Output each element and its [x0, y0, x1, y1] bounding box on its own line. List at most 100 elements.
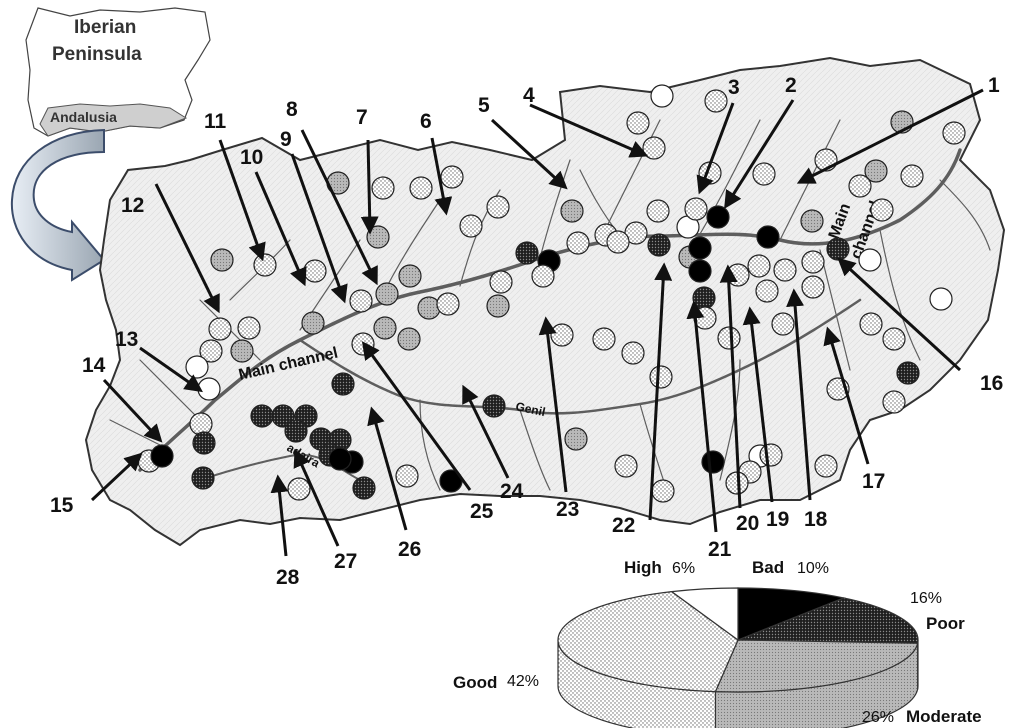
site-good	[773, 258, 797, 282]
site-good	[253, 253, 277, 277]
site-number-7: 7	[356, 106, 368, 129]
site-good	[870, 198, 894, 222]
site-good	[814, 454, 838, 478]
site-moderate	[417, 296, 441, 320]
site-good	[440, 165, 464, 189]
site-8-arrow	[300, 129, 378, 286]
site-good	[199, 339, 223, 363]
site-moderate	[800, 209, 824, 233]
site-2-arrow	[724, 99, 795, 210]
site-good	[606, 230, 630, 254]
site-good	[755, 279, 779, 303]
site-good	[900, 164, 924, 188]
site-number-23: 23	[556, 498, 579, 521]
pie-pct-poor: 16%	[910, 590, 942, 607]
site-1-arrow	[796, 88, 984, 184]
site-good	[642, 136, 666, 160]
site-23-arrow	[538, 316, 568, 493]
site-poor	[284, 419, 308, 443]
site-good	[759, 443, 783, 467]
site-number-9: 9	[280, 128, 292, 151]
site-bad	[688, 236, 712, 260]
site-number-22: 22	[612, 514, 635, 537]
site-good	[771, 312, 795, 336]
site-good	[592, 327, 616, 351]
inset-title-line2: Peninsula	[52, 44, 142, 65]
site-number-13: 13	[115, 328, 138, 351]
site-10-arrow	[254, 171, 307, 287]
site-good	[189, 412, 213, 436]
site-7-arrow	[360, 139, 379, 235]
site-24-arrow	[462, 384, 510, 479]
site-12-arrow	[154, 183, 220, 314]
site-18-arrow	[786, 288, 812, 501]
site-good	[882, 327, 906, 351]
pie-label-poor: Poor	[926, 614, 965, 633]
site-high	[929, 287, 953, 311]
site-bad	[701, 450, 725, 474]
genil-river	[298, 298, 862, 415]
pie-slice-high	[670, 587, 739, 642]
site-number-19: 19	[766, 508, 789, 531]
pie-slice-bad	[737, 587, 846, 641]
inset-title-line1: Iberian	[74, 17, 136, 38]
site-good	[859, 312, 883, 336]
site-good	[626, 111, 650, 135]
guadalquivir-basin	[84, 56, 1006, 547]
site-bad	[150, 444, 174, 468]
site-number-6: 6	[420, 110, 432, 133]
site-good	[614, 454, 638, 478]
site-good	[489, 270, 513, 294]
pie-pct-high: 6%	[672, 560, 695, 577]
site-number-28: 28	[276, 566, 300, 589]
site-25-arrow	[361, 341, 472, 491]
site-poor	[352, 476, 376, 500]
site-good	[208, 317, 232, 341]
status-pie-chart	[557, 587, 919, 728]
site-number-12: 12	[121, 194, 144, 217]
site-number-20: 20	[736, 512, 759, 535]
site-moderate	[375, 282, 399, 306]
site-good	[566, 231, 590, 255]
site-number-11: 11	[204, 110, 227, 133]
site-good	[303, 259, 327, 283]
site-good	[649, 365, 673, 389]
site-good	[237, 316, 261, 340]
site-good	[717, 326, 741, 350]
site-good	[287, 477, 311, 501]
site-bad	[688, 259, 712, 283]
site-9-arrow	[290, 153, 348, 304]
site-high	[858, 248, 882, 272]
site-poor	[271, 404, 295, 428]
site-number-4: 4	[523, 84, 535, 107]
andalusia-label: Andalusia	[50, 109, 117, 125]
site-poor	[192, 431, 216, 455]
site-11-arrow	[218, 139, 266, 262]
site-5-arrow	[490, 118, 568, 190]
site-number-21: 21	[708, 538, 732, 561]
site-number-2: 2	[785, 74, 797, 97]
site-high	[197, 377, 221, 401]
site-poor	[826, 237, 850, 261]
site-poor	[191, 466, 215, 490]
site-poor	[647, 233, 671, 257]
site-poor	[896, 361, 920, 385]
site-poor	[692, 286, 716, 310]
site-number-14: 14	[82, 354, 106, 377]
site-number-5: 5	[478, 94, 490, 117]
site-number-18: 18	[804, 508, 828, 531]
pie-slice-poor	[737, 597, 919, 644]
pie-labels: High 6% Bad 10% 16% Poor Good 42% 26% Mo…	[453, 558, 982, 726]
site-number-8: 8	[286, 98, 298, 121]
pie-slice-good	[557, 591, 739, 693]
site-good	[349, 289, 373, 313]
site-good	[704, 89, 728, 113]
iberian-inset: Iberian Peninsula Andalusia	[25, 7, 211, 137]
curved-pointer-arrow-icon	[10, 128, 106, 282]
site-good	[486, 195, 510, 219]
site-good	[684, 197, 708, 221]
site-16-arrow	[837, 257, 962, 372]
pie-label-moderate: Moderate	[906, 707, 982, 726]
site-number-16: 16	[980, 372, 1003, 395]
